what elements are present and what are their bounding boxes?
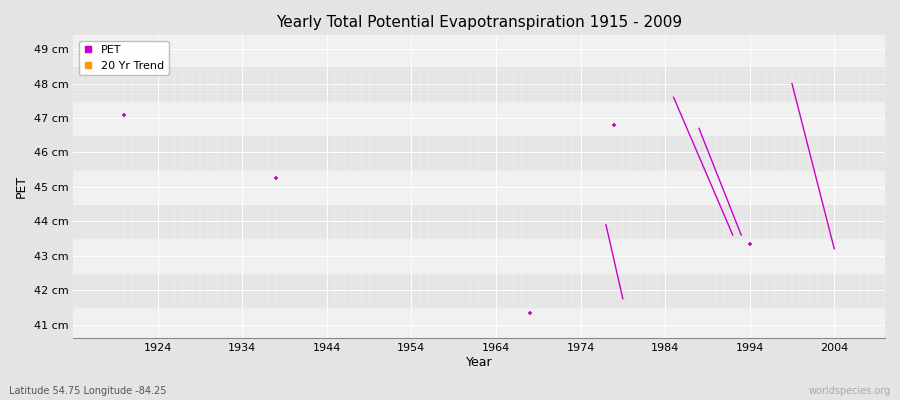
Text: Latitude 54.75 Longitude -84.25: Latitude 54.75 Longitude -84.25 <box>9 386 166 396</box>
Point <box>269 175 284 182</box>
Bar <box>73 101 885 135</box>
Bar <box>73 32 885 66</box>
Bar <box>73 307 885 342</box>
X-axis label: Year: Year <box>466 356 492 369</box>
Bar <box>73 204 885 238</box>
Bar <box>73 66 885 101</box>
Bar <box>73 135 885 170</box>
Point <box>523 309 537 316</box>
Bar <box>73 170 885 204</box>
Point <box>742 240 757 247</box>
Title: Yearly Total Potential Evapotranspiration 1915 - 2009: Yearly Total Potential Evapotranspiratio… <box>276 15 682 30</box>
Point <box>117 111 131 118</box>
Y-axis label: PET: PET <box>15 175 28 198</box>
Bar <box>73 273 885 307</box>
Bar <box>73 238 885 273</box>
Legend: PET, 20 Yr Trend: PET, 20 Yr Trend <box>78 41 168 75</box>
Text: worldspecies.org: worldspecies.org <box>809 386 891 396</box>
Point <box>608 122 622 128</box>
